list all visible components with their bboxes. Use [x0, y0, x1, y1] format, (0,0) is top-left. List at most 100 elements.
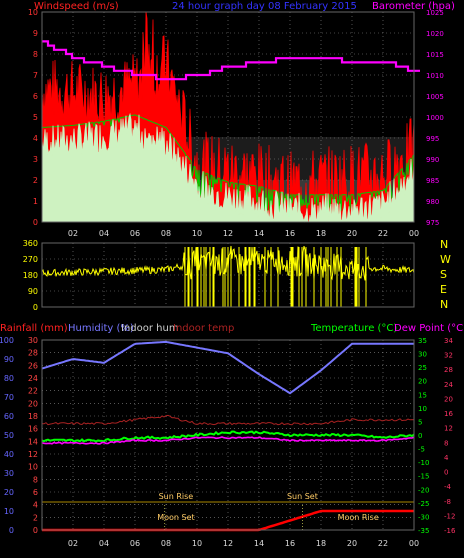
indoor-temp-tick-label: 32	[444, 352, 453, 360]
x-tick-label: 08	[161, 229, 171, 238]
windspeed-tick-label: 1	[33, 197, 38, 206]
temperature-tick-label: 25	[418, 364, 427, 372]
barometer-tick-label: 980	[426, 198, 439, 206]
compass-letter: N	[440, 298, 448, 311]
rainfall-tick-label: 10	[28, 463, 38, 472]
rainfall-tick-label: 2	[33, 513, 38, 522]
temperature-tick-label: -35	[418, 527, 429, 535]
temperature-tick-label: -15	[418, 473, 429, 481]
barometer-tick-label: 1005	[426, 93, 444, 101]
rainfall-tick-label: 30	[28, 336, 38, 345]
temperature-tick-label: 35	[418, 337, 427, 345]
rainfall-tick-label: 8	[33, 475, 38, 484]
indoor-temp-tick-label: 20	[444, 395, 453, 403]
rainfall-tick-label: 22	[28, 387, 38, 396]
wind-avg-series	[41, 112, 415, 223]
indoor-temp-tick-label: -8	[444, 498, 451, 506]
humidity-tick-label: 70	[4, 393, 14, 402]
windspeed-tick-label: 0	[33, 218, 38, 227]
indoor-temp-tick-label: -4	[444, 483, 452, 491]
rainfall-tick-label: 26	[28, 361, 38, 370]
windspeed-tick-label: 5	[33, 113, 38, 122]
barometer-tick-label: 985	[426, 177, 439, 185]
indoor-temp-tick-label: 8	[444, 439, 448, 447]
indoor-temp-tick-label: -16	[444, 527, 456, 535]
x-tick-label: 04	[99, 229, 109, 238]
temperature-tick-label: 10	[418, 405, 427, 413]
temperature-tick-label: -5	[418, 446, 425, 454]
dew-point-series	[41, 436, 415, 445]
wind-panel: 0123456789109759809859909951000100510101…	[28, 8, 444, 238]
x-tick-label: 12	[223, 539, 233, 548]
x-tick-label: 20	[347, 539, 357, 548]
x-tick-label: 06	[130, 539, 140, 548]
x-tick-label: 16	[285, 539, 295, 548]
rainfall-tick-label: 12	[28, 450, 38, 459]
windspeed-tick-label: 3	[33, 155, 38, 164]
windspeed-tick-label: 9	[33, 29, 38, 38]
barometer-tick-label: 1020	[426, 30, 444, 38]
rainfall-tick-label: 28	[28, 349, 38, 358]
x-tick-label: 12	[223, 229, 233, 238]
compass-letter: E	[440, 283, 447, 296]
compass-letter: S	[440, 268, 447, 281]
windspeed-tick-label: 7	[33, 71, 38, 80]
rainfall-tick-label: 24	[28, 374, 38, 383]
x-tick-label: 08	[161, 539, 171, 548]
indoor-temp-tick-label: 24	[444, 381, 453, 389]
temperature-tick-label: -20	[418, 486, 429, 494]
barometer-tick-label: 1000	[426, 114, 444, 122]
temperature-series	[41, 430, 415, 443]
indoor-temp-tick-label: 12	[444, 425, 453, 433]
windspeed-tick-label: 10	[28, 8, 38, 17]
direction-tick-label: 270	[23, 255, 38, 264]
x-tick-label: 02	[68, 539, 78, 548]
barometer-tick-label: 975	[426, 219, 439, 227]
barometer-series	[42, 40, 420, 81]
temperature-tick-label: -25	[418, 500, 429, 508]
temperature-tick-label: -30	[418, 513, 429, 521]
x-tick-label: 10	[192, 229, 202, 238]
humidity-tick-label: 10	[4, 507, 14, 516]
humidity-tick-label: 50	[4, 431, 14, 440]
humidity-tick-label: 0	[9, 526, 14, 535]
rainfall-tick-label: 6	[33, 488, 38, 497]
rainfall-tick-label: 4	[33, 501, 38, 510]
barometer-tick-label: 1025	[426, 9, 444, 17]
windspeed-tick-label: 8	[33, 50, 38, 59]
windspeed-tick-label: 6	[33, 92, 38, 101]
temperature-tick-label: 30	[418, 351, 427, 359]
x-tick-label: 06	[130, 229, 140, 238]
humidity-tick-label: 90	[4, 355, 14, 364]
direction-panel-frame	[41, 242, 415, 308]
x-tick-label: 10	[192, 539, 202, 548]
humidity-tick-label: 40	[4, 450, 14, 459]
wind-panel-frame	[41, 11, 415, 223]
temperature-tick-label: 5	[418, 418, 422, 426]
sun-set-label: Sun Set	[287, 492, 318, 501]
humidity-tick-label: 30	[4, 469, 14, 478]
temperature-tick-label: 15	[418, 391, 427, 399]
x-tick-label: 18	[316, 539, 326, 548]
graph-title: 24 hour graph day 08 February 2015	[172, 1, 357, 12]
x-tick-label: 00	[409, 229, 419, 238]
x-tick-label: 02	[68, 229, 78, 238]
direction-tick-label: 180	[23, 271, 38, 280]
direction-tick-label: 0	[33, 303, 38, 312]
rainfall-tick-label: 18	[28, 412, 38, 421]
x-tick-label: 04	[99, 539, 109, 548]
indoor-temp-tick-label: 16	[444, 410, 453, 418]
rainfall-tick-label: 20	[28, 399, 38, 408]
humidity-panel-frame	[41, 339, 415, 531]
windspeed-axis-label: Windspeed (m/s)	[34, 1, 119, 12]
x-tick-label: 16	[285, 229, 295, 238]
humidity-tick-label: 20	[4, 488, 14, 497]
barometer-tick-label: 995	[426, 135, 439, 143]
humidity-axis-label: Humidity (%)	[68, 323, 134, 334]
humidity-tick-label: 80	[4, 374, 14, 383]
humidity-series	[41, 340, 414, 395]
indoor-temp-series	[42, 414, 415, 426]
